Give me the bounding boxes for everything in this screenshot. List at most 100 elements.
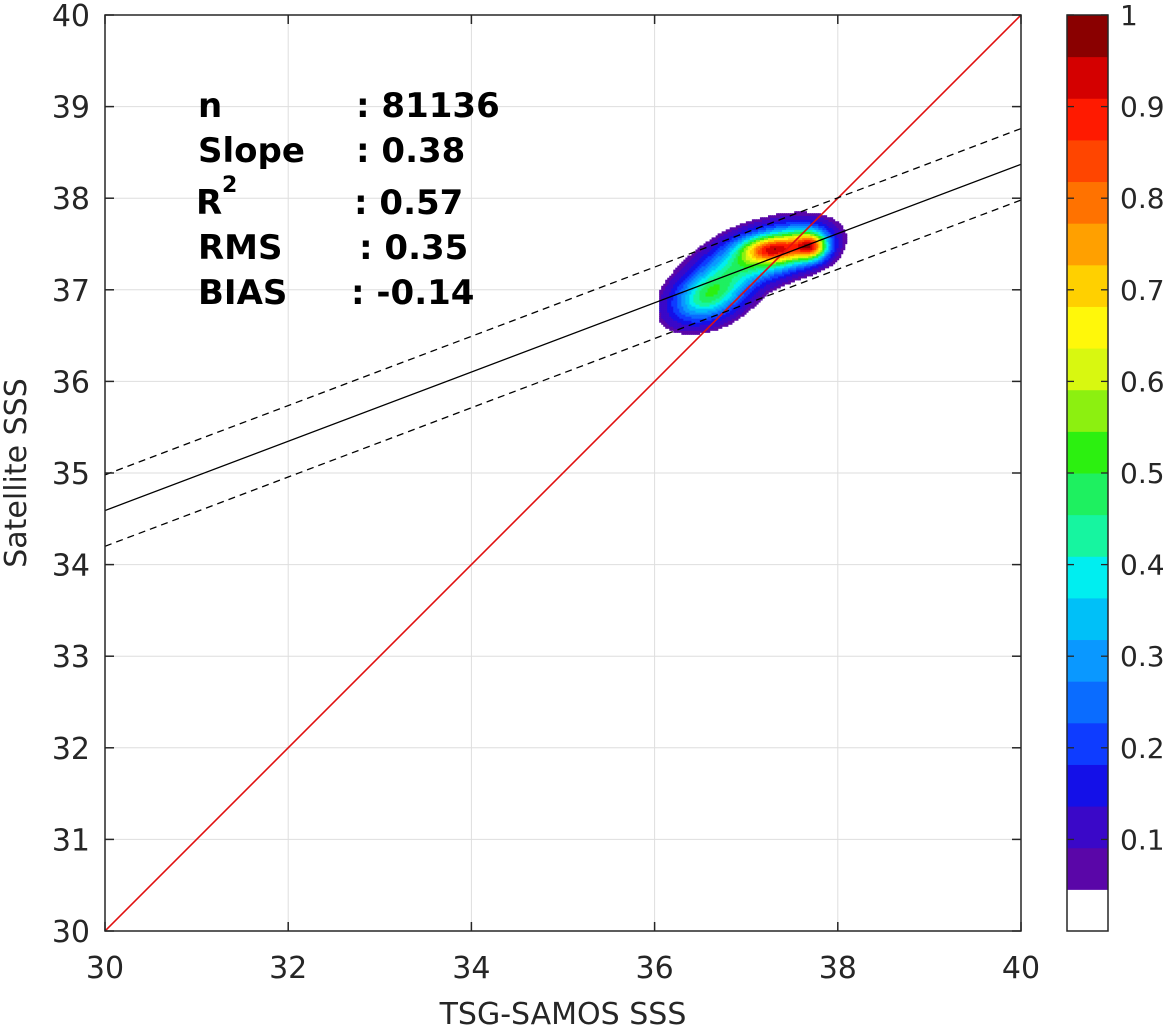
density-cell [701,281,705,285]
density-cell [761,295,765,299]
density-cell [731,285,735,289]
density-cell [701,307,705,311]
density-cell [677,318,681,321]
density-cell [778,227,781,231]
density-cell [844,239,848,243]
density-cell [683,277,687,281]
density-cell [820,243,824,247]
density-cell [695,326,699,329]
density-cell [695,271,699,275]
density-cell [834,257,838,261]
density-cell [669,279,672,283]
density-cell [663,289,666,293]
density-cell [661,291,664,295]
density-cell [671,273,674,277]
density-cell [798,223,801,227]
density-cell [693,332,697,335]
density-cell [768,259,771,263]
density-cell [788,257,791,261]
density-cell [778,273,781,277]
x-tick-label: 38 [819,951,857,986]
density-cell [796,243,799,247]
density-cell [691,255,695,259]
density-cell [735,249,739,253]
density-cell [721,261,725,265]
density-cell [735,281,739,285]
density-cell [675,283,679,287]
density-cell [745,221,749,224]
density-cell [673,275,677,279]
density-cell [667,289,670,293]
density-cell [701,269,705,273]
density-cell [733,313,737,317]
density-cell [727,229,731,233]
density-cell [774,283,777,287]
density-cell [749,253,753,257]
density-cell [737,227,741,231]
density-cell [790,241,793,245]
density-cell [751,245,755,249]
density-cell [790,273,793,277]
y-tick-label: 30 [52,915,90,950]
density-cell [755,299,759,303]
density-cell [709,251,713,255]
density-cell [699,289,703,293]
density-cell [675,287,679,291]
density-cell [798,249,801,253]
density-cell [778,249,781,253]
density-cell [818,241,822,245]
density-cell [699,277,703,281]
density-cell [681,330,685,333]
density-cell [677,307,681,311]
density-cell [725,299,729,303]
density-cell [719,245,723,249]
density-cell [707,301,711,305]
density-cell [757,227,761,231]
density-cell [741,307,745,311]
density-cell [757,235,761,239]
density-cell [772,235,775,239]
density-cell [725,320,729,323]
density-cell [683,261,687,265]
density-cell [713,273,717,277]
density-cell [693,271,697,275]
density-cell [802,271,805,275]
density-cell [723,275,727,279]
density-cell [725,322,729,325]
density-cell [699,326,703,329]
density-cell [832,231,836,235]
density-cell [717,257,721,261]
density-cell [685,332,689,335]
density-cell [737,299,741,303]
density-cell [753,267,757,271]
density-cell [703,283,707,287]
density-cell [681,269,685,273]
density-cell [768,267,771,271]
density-cell [755,291,759,295]
density-cell [725,231,729,235]
density-cell [713,259,717,263]
density-cell [814,229,818,233]
density-cell [788,233,791,237]
density-cell [763,225,767,229]
density-cell [703,313,707,317]
density-cell [745,275,749,279]
density-cell [731,269,735,273]
density-cell [828,237,832,241]
density-cell [707,277,711,281]
density-cell [739,259,743,263]
density-cell [727,263,731,267]
density-cell [828,221,832,224]
density-cell [677,322,681,325]
density-cell [691,283,695,287]
density-cell [707,245,711,249]
density-cell [729,267,733,271]
density-cell [830,229,834,233]
density-cell [776,285,779,289]
density-cell [721,277,725,281]
density-cell [790,221,793,224]
density-cell [816,229,820,233]
density-cell [751,237,755,241]
density-cell [747,253,751,257]
density-cell [820,259,824,263]
